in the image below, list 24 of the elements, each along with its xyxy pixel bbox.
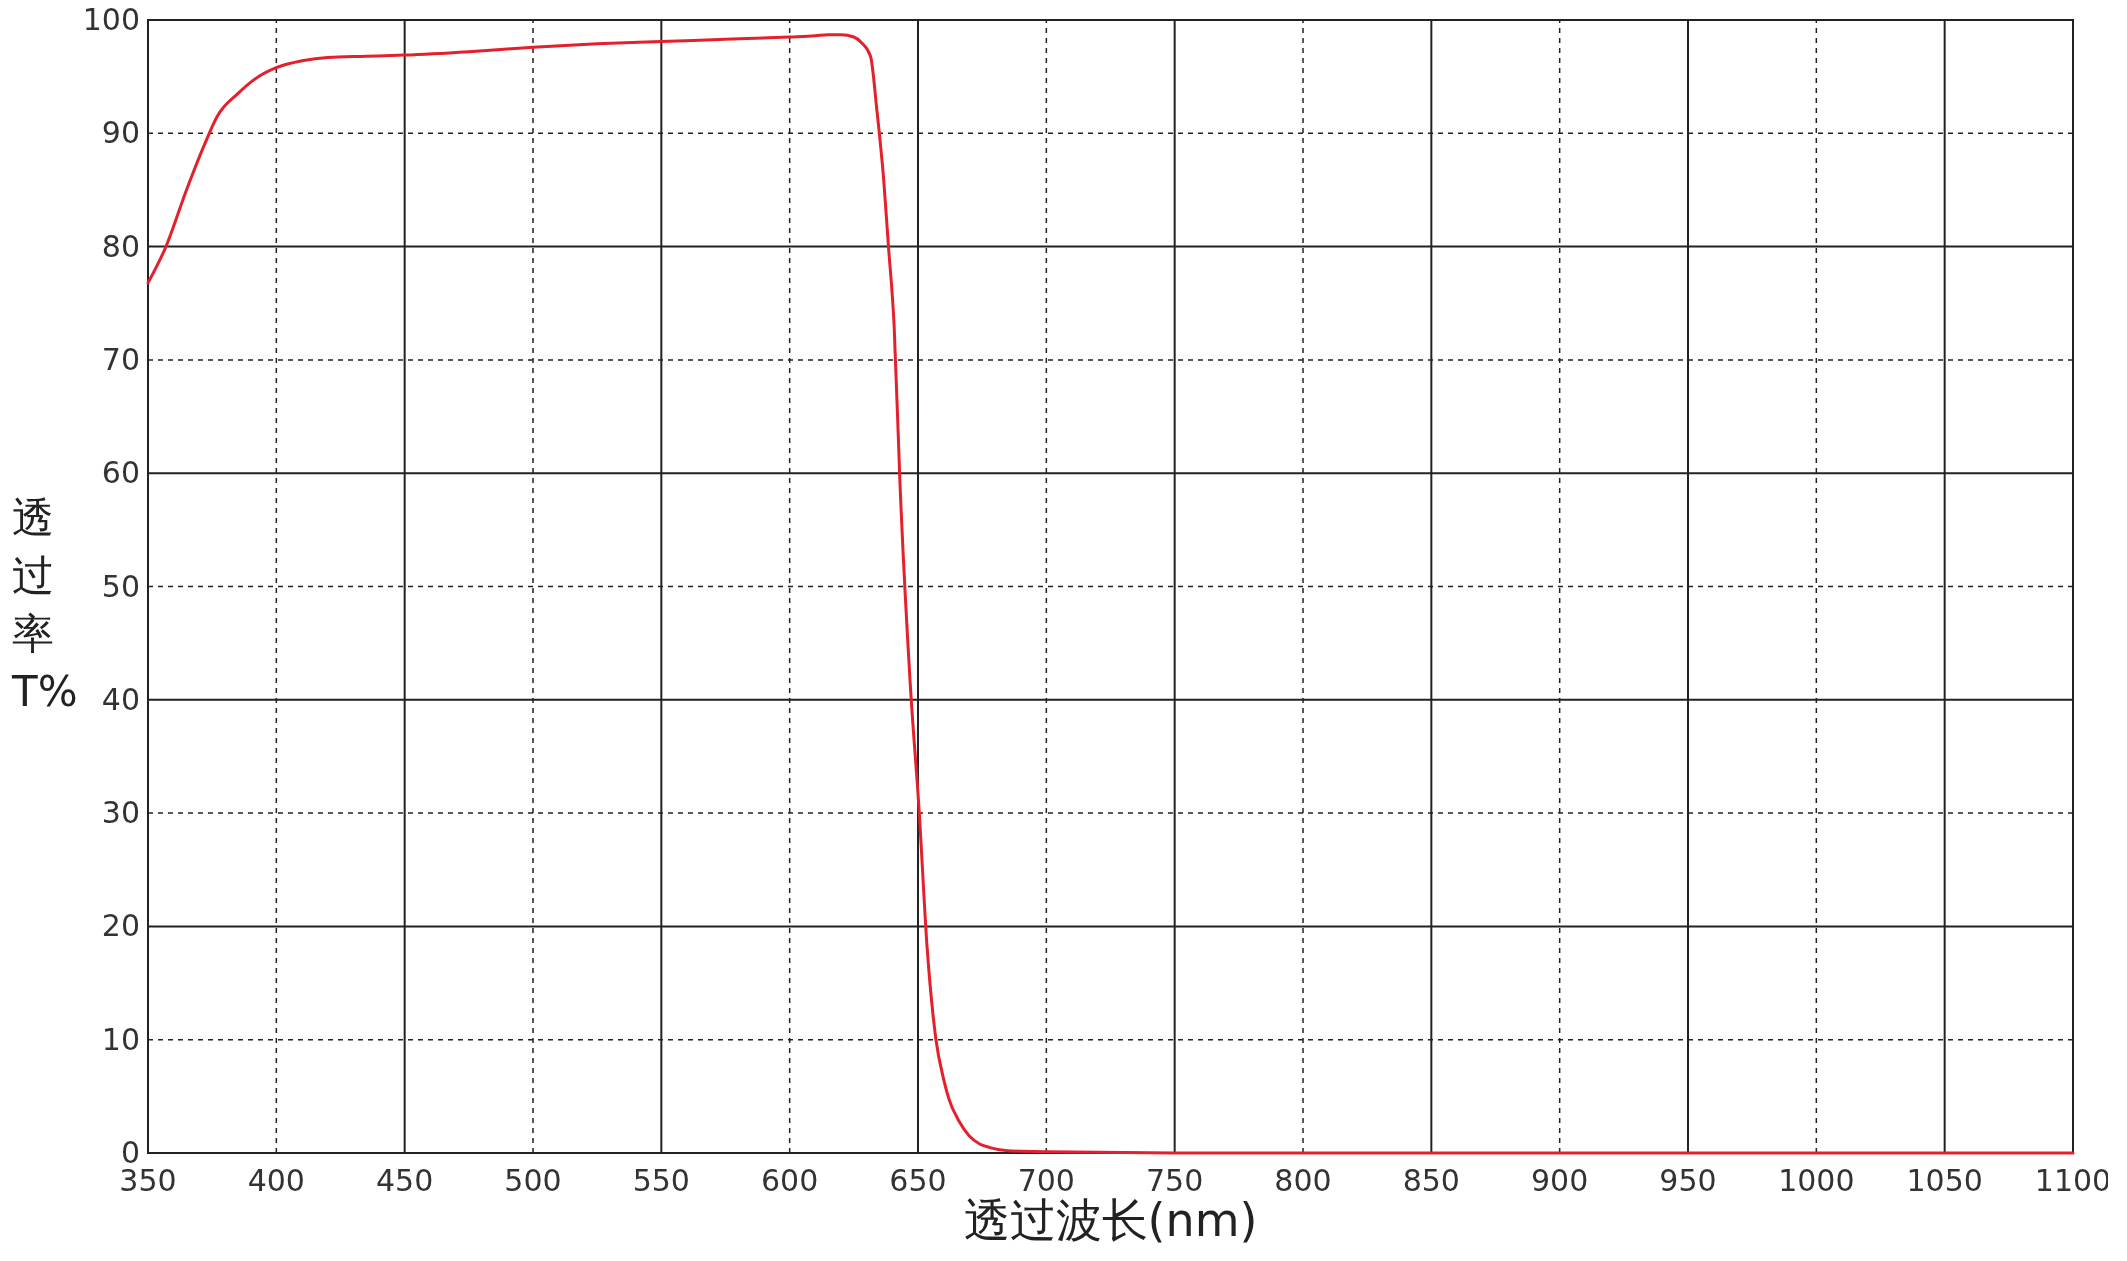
x-tick-label: 950 [1659, 1163, 1717, 1198]
x-tick-label: 450 [376, 1163, 434, 1198]
x-tick-label: 550 [632, 1163, 690, 1198]
y-tick-label: 30 [101, 795, 140, 831]
x-tick-label: 800 [1274, 1163, 1332, 1198]
x-tick-label: 900 [1531, 1163, 1589, 1198]
y-tick-label: 50 [101, 568, 140, 604]
y-tick-label: 60 [101, 455, 140, 491]
y-tick-label: 20 [101, 908, 140, 944]
x-tick-label: 850 [1402, 1163, 1460, 1198]
y-tick-label: 10 [101, 1021, 140, 1057]
y-axis-title: 透过率T% [11, 492, 78, 716]
x-tick-label: 600 [761, 1163, 819, 1198]
x-tick-label: 400 [247, 1163, 305, 1198]
x-tick-label: 1050 [1906, 1163, 1983, 1198]
line-series [146, 33, 2075, 1155]
x-tick-label: 500 [504, 1163, 562, 1198]
y-tick-label: 90 [101, 115, 140, 151]
y-tick-label: 70 [101, 341, 140, 377]
y-tick-label: 40 [101, 681, 140, 717]
x-tick-label: 1000 [1778, 1163, 1855, 1198]
y-tick-label: 80 [101, 228, 140, 264]
y-tick-label: 100 [82, 2, 140, 37]
x-tick-label: 650 [889, 1163, 947, 1198]
